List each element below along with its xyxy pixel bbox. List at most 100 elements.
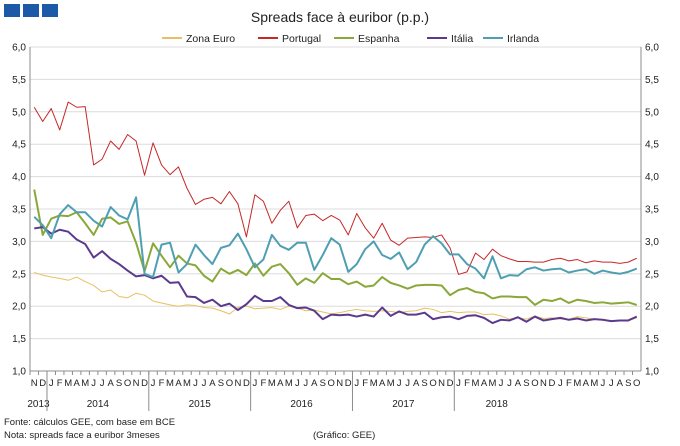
y-tick-label-right: 3,5 bbox=[645, 205, 659, 216]
brand-logo bbox=[4, 4, 58, 17]
x-tick-label: S bbox=[116, 378, 122, 389]
x-tick-label: M bbox=[183, 378, 191, 389]
x-tick-label: J bbox=[100, 378, 105, 389]
x-tick-label: J bbox=[253, 378, 258, 389]
year-label: 2016 bbox=[290, 399, 313, 410]
year-label: 2014 bbox=[87, 399, 110, 410]
x-tick-label: F bbox=[159, 378, 165, 389]
x-tick-label: F bbox=[566, 378, 572, 389]
series-line-espanha bbox=[33, 189, 638, 306]
x-tick-label: M bbox=[489, 378, 497, 389]
source-note: Fonte: cálculos GEE, com base em BCE bbox=[4, 417, 176, 428]
x-tick-label: M bbox=[590, 378, 598, 389]
x-tick-label: S bbox=[625, 378, 631, 389]
x-tick-label: J bbox=[303, 378, 308, 389]
x-tick-label: J bbox=[499, 378, 504, 389]
y-tick-label-right: 5,5 bbox=[645, 75, 659, 86]
logo-square-3 bbox=[42, 4, 58, 17]
x-tick-label: M bbox=[268, 378, 276, 389]
y-tick-label-left: 1,5 bbox=[12, 334, 26, 345]
x-tick-label: M bbox=[64, 378, 72, 389]
y-tick-label-left: 5,0 bbox=[12, 107, 26, 118]
grid-lines bbox=[30, 46, 641, 372]
x-tick-label: A bbox=[74, 378, 81, 389]
x-tick-label: O bbox=[531, 378, 538, 389]
y-tick-label-right: 5,0 bbox=[645, 107, 659, 118]
year-label: 2013 bbox=[27, 399, 50, 410]
logo-square-2 bbox=[23, 4, 39, 17]
x-tick-label: J bbox=[405, 378, 410, 389]
x-tick-label: A bbox=[583, 378, 590, 389]
x-tick-label: J bbox=[193, 378, 198, 389]
x-tick-label: A bbox=[379, 378, 386, 389]
x-tick-label: A bbox=[481, 378, 488, 389]
chart-credit: (Gráfico: GEE) bbox=[313, 430, 376, 441]
x-tick-label: M bbox=[573, 378, 581, 389]
x-tick-label: S bbox=[421, 378, 427, 389]
x-tick-label: J bbox=[397, 378, 402, 389]
x-tick-label: D bbox=[447, 378, 454, 389]
x-tick-label: A bbox=[209, 378, 216, 389]
x-tick-label: O bbox=[226, 378, 233, 389]
x-tick-label: D bbox=[548, 378, 555, 389]
y-tick-label-right: 4,5 bbox=[645, 140, 659, 151]
x-tick-label: M bbox=[472, 378, 480, 389]
y-tick-label-left: 3,5 bbox=[12, 205, 26, 216]
legend-label-espanha: Espanha bbox=[358, 33, 400, 45]
x-tick-label: A bbox=[277, 378, 284, 389]
y-tick-label-right: 1,5 bbox=[645, 334, 659, 345]
y-tick-label-left: 4,0 bbox=[12, 172, 26, 183]
x-tick-label: S bbox=[320, 378, 326, 389]
x-tick-label: A bbox=[515, 378, 522, 389]
x-tick-label: O bbox=[124, 378, 131, 389]
legend-label-irlanda: Irlanda bbox=[507, 33, 539, 45]
footnote: Nota: spreads face a euribor 3meses bbox=[4, 430, 160, 441]
y-tick-label-right: 1,0 bbox=[645, 367, 659, 378]
x-tick-label: O bbox=[429, 378, 436, 389]
x-tick-label: O bbox=[328, 378, 335, 389]
y-tick-label-right: 2,5 bbox=[645, 269, 659, 280]
y-tick-label-right: 3,0 bbox=[645, 237, 659, 248]
x-tick-label: A bbox=[175, 378, 182, 389]
x-tick-label: M bbox=[81, 378, 89, 389]
y-axis-right: 1,0 1,5 2,0 2,5 3,0 3,5 4,0 4,5 5,0 5,5 6,0 bbox=[645, 43, 659, 378]
year-label: 2017 bbox=[392, 399, 415, 410]
chart-legend: Zona Euro Portugal Espanha Itália Irlanda bbox=[162, 33, 539, 45]
y-tick-label-left: 4,5 bbox=[12, 140, 26, 151]
x-tick-label: S bbox=[218, 378, 224, 389]
x-tick-label: J bbox=[49, 378, 54, 389]
series-lines bbox=[33, 101, 638, 325]
x-tick-label: D bbox=[243, 378, 250, 389]
y-tick-label-right: 4,0 bbox=[645, 172, 659, 183]
year-label: 2015 bbox=[189, 399, 212, 410]
x-tick-label: J bbox=[507, 378, 512, 389]
x-tick-label: J bbox=[456, 378, 461, 389]
x-tick-label: F bbox=[464, 378, 470, 389]
x-tick-label: J bbox=[609, 378, 614, 389]
y-tick-label-right: 2,0 bbox=[645, 302, 659, 313]
x-tick-label: N bbox=[133, 378, 140, 389]
y-tick-label-right: 6,0 bbox=[645, 43, 659, 54]
x-tick-label: M bbox=[285, 378, 293, 389]
x-tick-label: M bbox=[370, 378, 378, 389]
series-line-portugal bbox=[33, 101, 637, 275]
chart-title: Spreads face à euribor (p.p.) bbox=[251, 9, 429, 25]
legend-label-italia: Itália bbox=[451, 33, 473, 45]
x-tick-label: F bbox=[362, 378, 368, 389]
x-tick-label: M bbox=[387, 378, 395, 389]
x-tick-label: J bbox=[202, 378, 207, 389]
x-tick-label: A bbox=[311, 378, 318, 389]
y-tick-label-left: 6,0 bbox=[12, 43, 26, 54]
y-tick-label-left: 2,0 bbox=[12, 302, 26, 313]
logo-square-1 bbox=[4, 4, 20, 17]
x-tick-label: D bbox=[141, 378, 148, 389]
year-label: 2018 bbox=[486, 399, 509, 410]
y-tick-label-left: 3,0 bbox=[12, 237, 26, 248]
y-tick-label-left: 5,5 bbox=[12, 75, 26, 86]
x-tick-label: J bbox=[558, 378, 563, 389]
y-tick-label-left: 1,0 bbox=[12, 367, 26, 378]
x-tick-label: N bbox=[540, 378, 547, 389]
x-tick-label: J bbox=[151, 378, 156, 389]
